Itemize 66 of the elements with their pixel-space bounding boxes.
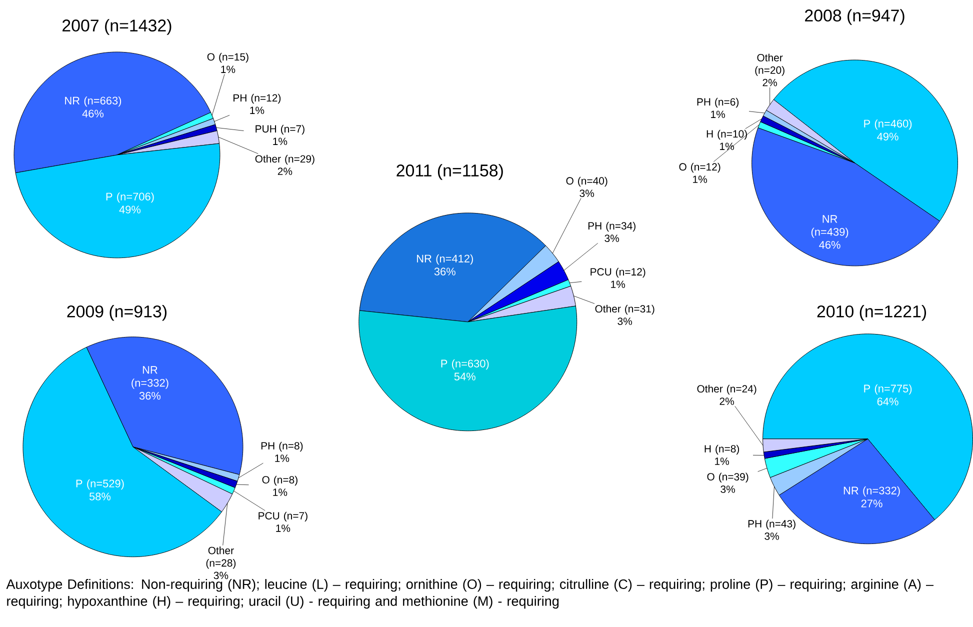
chart-title: 2009 (n=913) bbox=[67, 305, 166, 321]
data-label: 3% bbox=[580, 190, 594, 198]
data-label: 58% bbox=[89, 492, 111, 500]
slice-label: P (n=775) bbox=[864, 384, 912, 395]
data-label: 1% bbox=[276, 524, 290, 532]
slice-label: O (n=39) bbox=[707, 472, 748, 483]
data-label: 1% bbox=[275, 454, 290, 462]
slice-label: NR (n=332) bbox=[132, 366, 168, 389]
data-label: 1% bbox=[693, 176, 707, 184]
slice-label: PH (n=34) bbox=[588, 222, 636, 232]
data-label: 3% bbox=[618, 318, 632, 326]
data-label: 46% bbox=[819, 241, 840, 249]
data-label: 1% bbox=[221, 66, 236, 74]
chart-title: 2010 (n=1221) bbox=[817, 305, 926, 321]
data-label: 1% bbox=[611, 280, 626, 288]
slice-label: O (n=15) bbox=[207, 53, 248, 63]
data-label: 1% bbox=[715, 458, 729, 465]
data-label: 1% bbox=[273, 488, 288, 496]
chart-title: 2008 (n=947) bbox=[805, 9, 904, 25]
data-label: 36% bbox=[139, 392, 161, 400]
data-label: 1% bbox=[720, 142, 734, 150]
data-label: 46% bbox=[82, 110, 104, 118]
slice-label: Other (n=29) bbox=[255, 154, 314, 165]
data-label: 27% bbox=[861, 500, 882, 508]
slice-label: P (n=630) bbox=[441, 359, 489, 370]
slice-label: PCU (n=12) bbox=[590, 268, 646, 278]
slice-label: NR (n=663) bbox=[65, 96, 122, 107]
slice-label: P (n=529) bbox=[76, 479, 124, 490]
slice-label: P (n=460) bbox=[864, 120, 912, 130]
data-label: 2% bbox=[278, 168, 292, 176]
data-label: 54% bbox=[454, 372, 476, 380]
data-label: 1% bbox=[711, 110, 725, 118]
slice-label: Other (n=28) bbox=[206, 546, 236, 569]
slice-label: NR (n=412) bbox=[417, 254, 473, 265]
slice-label: NR (n=439) bbox=[811, 215, 848, 238]
data-label: 2% bbox=[762, 78, 777, 86]
slice-label: O (n=40) bbox=[566, 176, 608, 187]
data-label: 2% bbox=[720, 398, 734, 406]
slice-label: PH (n=6) bbox=[697, 98, 739, 108]
data-label: 3% bbox=[214, 572, 228, 580]
slice-label: Other (n=31) bbox=[595, 304, 654, 315]
slice-label: O (n=12) bbox=[679, 162, 720, 173]
text: Auxotype Definitions: Non-requiring (NR); leucine (L) – requiring; ornithine (O) – requiring; citrulline (C) – requiring; proline (P) – requiring; arginine (A) – requiring; hypoxanthine (H) – requiring; uracil (U) - requiring and methionine (M) - requiring bbox=[6, 579, 934, 609]
data-label: 1% bbox=[273, 138, 288, 146]
data-label: 64% bbox=[877, 398, 898, 406]
slice-label: Other (n=24) bbox=[697, 384, 756, 395]
data-label: 3% bbox=[720, 486, 735, 494]
slice-label: H (n=10) bbox=[706, 130, 747, 140]
data-label: 49% bbox=[119, 206, 141, 214]
data-label: 49% bbox=[877, 132, 898, 141]
slice-label: PUH (n=7) bbox=[256, 124, 304, 135]
legend-label: O (n=8) bbox=[262, 476, 298, 486]
slice-label: PH (n=43) bbox=[748, 520, 796, 530]
chart-title: 2007 (n=1432) bbox=[62, 19, 172, 35]
slice-label: PCU (n=7) bbox=[258, 512, 308, 522]
legend-label: H (n=8) bbox=[704, 444, 740, 455]
chart-title: 2011 (n=1158) bbox=[396, 164, 503, 180]
data-label: 3% bbox=[604, 234, 620, 242]
slice-label: PH (n=8) bbox=[261, 442, 303, 452]
data-label: 1% bbox=[250, 106, 264, 114]
slice-label: PH (n=12) bbox=[234, 94, 281, 104]
slice-label: Other (n=20) bbox=[755, 54, 784, 76]
data-label: 36% bbox=[434, 268, 456, 276]
slice-label: P (n=706) bbox=[106, 192, 154, 203]
data-label: 3% bbox=[764, 532, 779, 540]
slice-label: NR (n=332) bbox=[844, 486, 900, 497]
